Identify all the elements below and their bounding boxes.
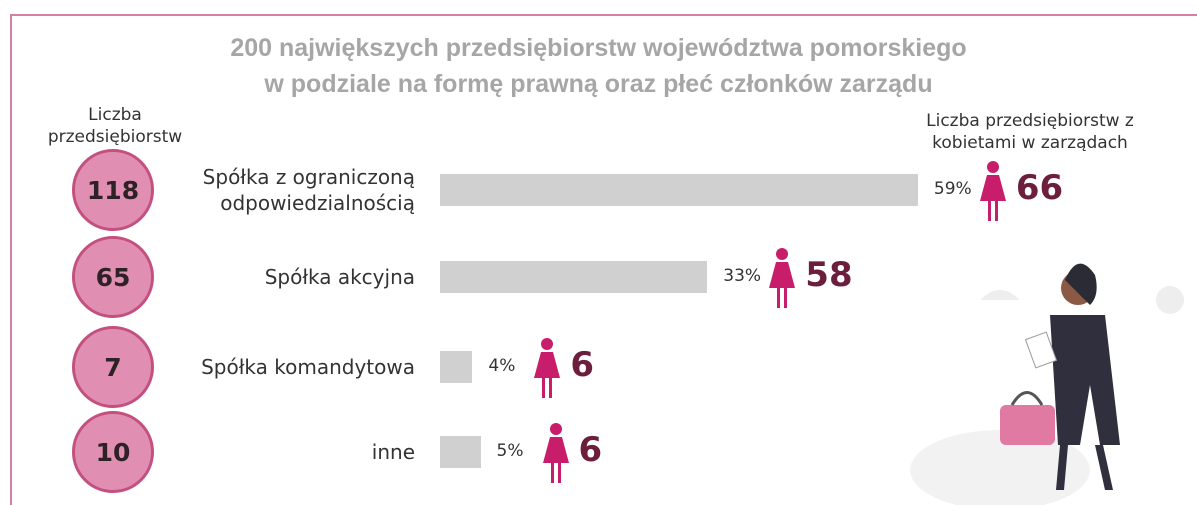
frame-top: [10, 14, 1197, 16]
woman-icon-svg: [769, 248, 796, 308]
woman-icon-svg: [542, 423, 569, 483]
right-header: Liczba przedsiębiorstw z kobietami w zar…: [926, 111, 1134, 153]
total-circle: 118: [72, 149, 154, 231]
woman-icon-svg: [979, 161, 1006, 221]
chart-title: 200 największych przedsiębiorstw wojewód…: [230, 34, 967, 62]
category-label: Spółka komandytowa: [201, 355, 415, 379]
woman-icon: [532, 337, 562, 399]
total-circle: 65: [72, 236, 154, 318]
value-label: 59%: [933, 179, 972, 199]
value-label: 5%: [496, 441, 524, 461]
woman-icon: [767, 247, 797, 309]
total-circle: 7: [72, 326, 154, 408]
total-circle: 10: [72, 411, 154, 493]
frame-left: [10, 14, 12, 505]
left-header: Liczba przedsiębiorstw: [47, 105, 183, 147]
women-count: 6: [578, 430, 603, 470]
category-label: Spółka z ograniczoną odpowiedzialnością: [202, 165, 415, 215]
category-label: Spółka akcyjna: [264, 265, 415, 289]
value-label: 4%: [488, 356, 516, 376]
chart-title: w podziale na formę prawną oraz płeć czł…: [264, 70, 933, 98]
bar: [440, 174, 918, 206]
women-count: 66: [1015, 168, 1064, 208]
value-label: 33%: [723, 266, 762, 286]
bar: [440, 261, 708, 293]
woman-icon-svg: [534, 338, 561, 398]
woman-icon: [978, 160, 1008, 222]
women-count: 6: [570, 345, 595, 385]
bar: [440, 351, 473, 383]
woman-icon: [541, 422, 571, 484]
illustration: [910, 263, 1184, 505]
women-count: 58: [805, 255, 853, 295]
bar: [440, 436, 481, 468]
category-label: inne: [371, 440, 415, 464]
